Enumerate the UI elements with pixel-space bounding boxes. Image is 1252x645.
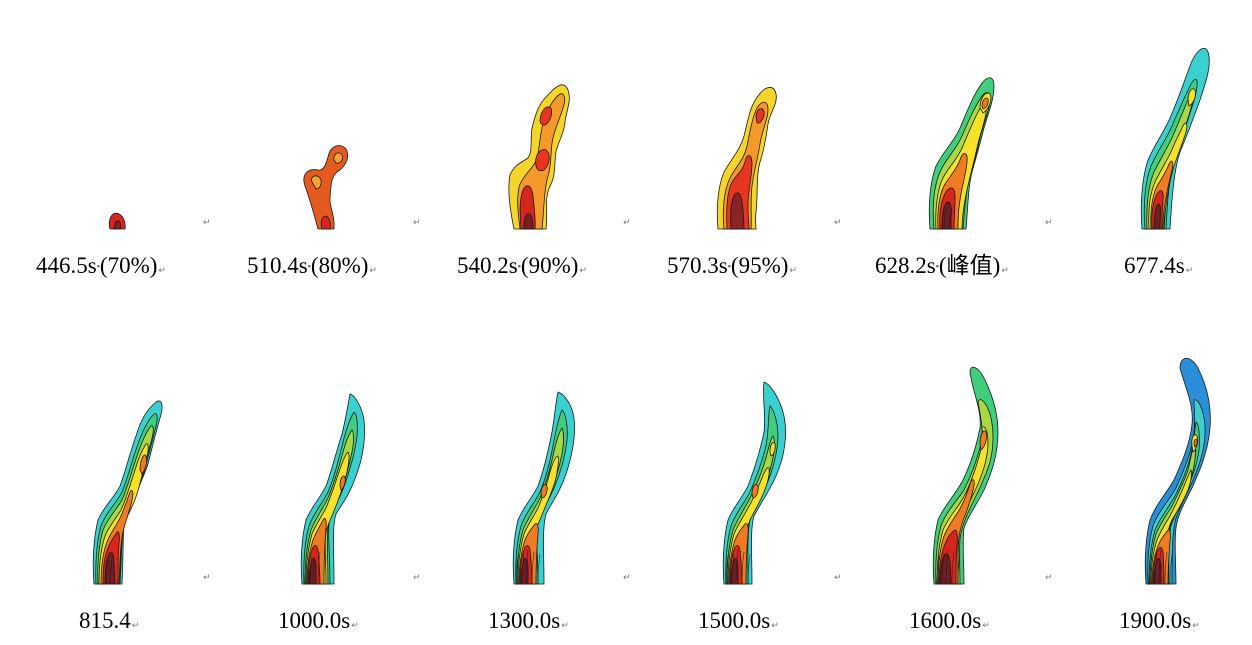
panel-caption: 677.4s↵ (1124, 254, 1193, 277)
caption-note: (峰值) (938, 253, 1001, 278)
caption-time: 1600.0s (909, 608, 982, 633)
paragraph-mark: ↵ (982, 621, 990, 631)
caption-time: 1900.0s (1119, 608, 1192, 633)
caption-time: 1500.0s (698, 608, 771, 633)
caption-time: 1000.0s (278, 608, 351, 633)
paragraph-mark: ↵ (1185, 266, 1194, 276)
panel-caption: 815.4↵ (79, 609, 139, 632)
paragraph-mark: ↵ (623, 218, 631, 228)
caption-time: 815.4 (79, 608, 131, 633)
paragraph-mark: ↵ (1045, 218, 1053, 228)
caption-time: 510.4s (247, 253, 308, 278)
paragraph-mark: ↵ (623, 573, 631, 583)
caption-time: 1300.0s (488, 608, 561, 633)
paragraph-mark: ↵ (1045, 573, 1053, 583)
paragraph-mark: ↵ (1192, 621, 1200, 631)
paragraph-mark: ↵ (561, 621, 569, 631)
caption-note: (95%) (730, 253, 789, 278)
paragraph-mark: ↵ (834, 573, 842, 583)
panel-caption: 570.3s▪(95%)↵ (667, 253, 797, 278)
caption-time: 677.4s (1124, 253, 1185, 278)
paragraph-mark: ↵ (413, 573, 421, 583)
caption-time: 446.5s (36, 253, 97, 278)
panel-caption: 1500.0s↵ (698, 609, 779, 632)
panel-caption: 510.4s▪(80%)↵ (247, 253, 377, 278)
paragraph-mark: ↵ (771, 621, 779, 631)
paragraph-mark: ↵ (1001, 266, 1009, 276)
panel-caption: 1900.0s↵ (1119, 609, 1200, 632)
caption-time: 540.2s (457, 253, 518, 278)
panel-caption: 1000.0s↵ (278, 609, 359, 632)
panel-caption: 540.2s▪(90%)↵ (457, 253, 587, 278)
paragraph-mark: ↵ (579, 266, 587, 276)
paragraph-mark: ↵ (203, 573, 211, 583)
caption-note: (70%) (99, 253, 158, 278)
paragraph-mark: ↵ (789, 266, 797, 276)
panel-caption: 1600.0s↵ (909, 609, 990, 632)
paragraph-mark: ↵ (413, 218, 421, 228)
panel-caption: 446.5s▪(70%)↵ (36, 253, 166, 278)
paragraph-mark: ↵ (131, 621, 140, 631)
caption-time: 628.2s (875, 253, 936, 278)
paragraph-mark: ↵ (203, 218, 211, 228)
paragraph-mark: ↵ (834, 218, 842, 228)
caption-note: (80%) (310, 253, 369, 278)
paragraph-mark: ↵ (369, 266, 377, 276)
caption-note: (90%) (520, 253, 579, 278)
paragraph-mark: ↵ (351, 621, 359, 631)
panel-caption: 628.2s▪(峰值)↵ (875, 253, 1009, 278)
caption-time: 570.3s (667, 253, 728, 278)
paragraph-mark: ↵ (158, 266, 166, 276)
panel-caption: 1300.0s↵ (488, 609, 569, 632)
